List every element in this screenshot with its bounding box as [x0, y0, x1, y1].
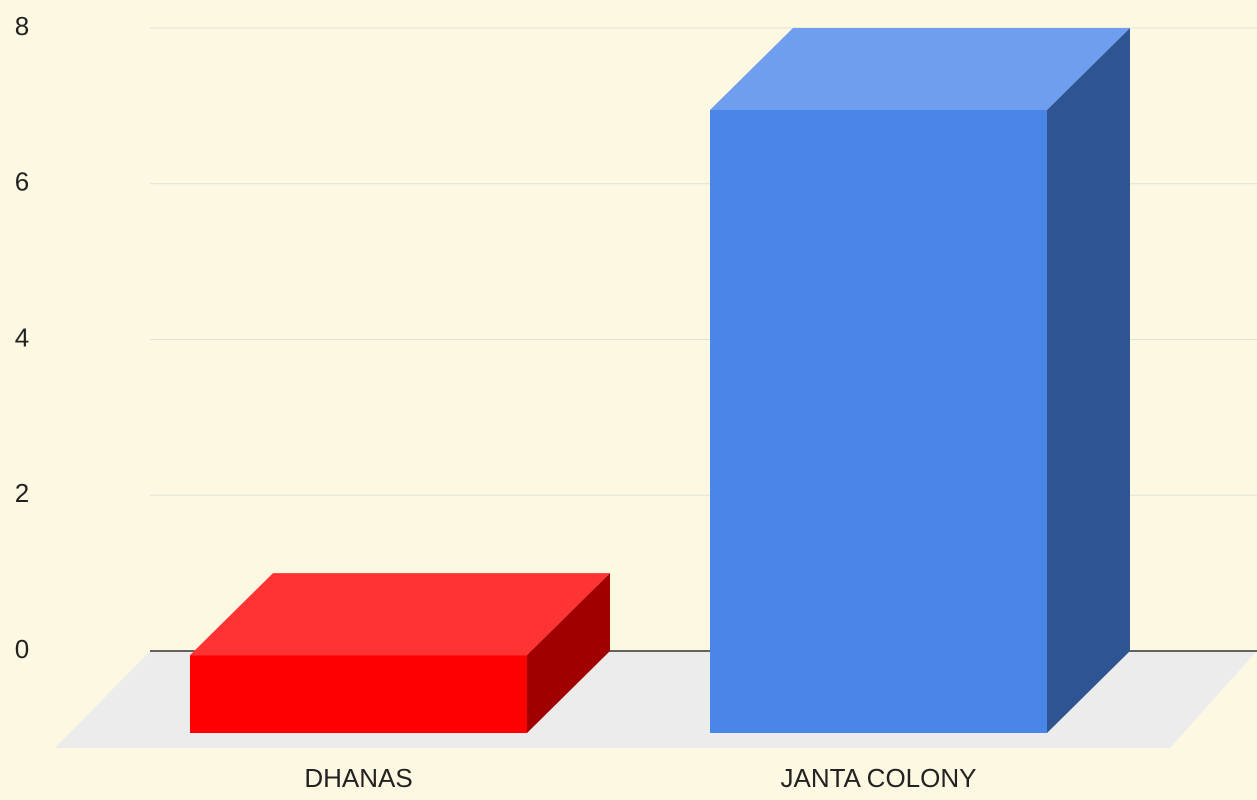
y-tick-label: 4 — [15, 322, 29, 352]
x-tick-label: DHANAS — [304, 763, 412, 793]
bar-side — [527, 573, 610, 733]
y-tick-label: 8 — [15, 11, 29, 41]
x-tick-label: JANTA COLONY — [780, 763, 976, 793]
bar-top — [190, 573, 610, 656]
y-tick-label: 6 — [15, 167, 29, 197]
y-tick-label: 0 — [15, 634, 29, 664]
bar — [710, 110, 1047, 733]
bar — [190, 655, 527, 733]
y-tick-label: 2 — [15, 478, 29, 508]
bar-side — [1047, 28, 1130, 733]
bar-top — [710, 28, 1130, 110]
